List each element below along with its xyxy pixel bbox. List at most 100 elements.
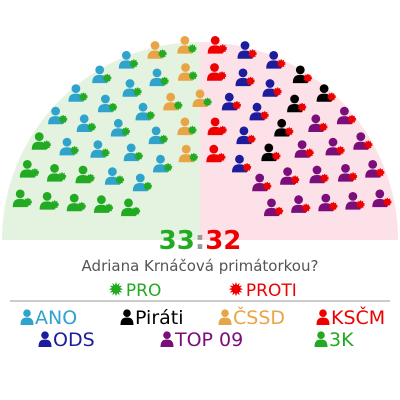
legend-label-ods: ODS	[53, 329, 95, 351]
legend-item-top09: TOP 09	[160, 328, 243, 352]
proti-vote-mark	[304, 75, 311, 82]
pro-vote-mark	[122, 128, 129, 135]
proti-vote-mark	[247, 78, 254, 85]
pro-vote-mark	[204, 99, 211, 106]
parliament-chart	[0, 0, 400, 240]
score-pro: 33	[159, 226, 195, 256]
person-icon	[20, 307, 34, 323]
proti-vote-mark	[274, 88, 281, 95]
proti-vote-mark	[286, 128, 293, 135]
score-proti: 32	[205, 226, 241, 256]
proti-vote-mark	[244, 164, 251, 171]
pro-vote-mark	[102, 149, 109, 156]
vote-legend: ✹ PRO ✹ PROTI	[0, 278, 400, 302]
proti-vote-mark	[328, 93, 335, 100]
pro-vote-mark	[189, 127, 196, 134]
proti-vote-mark	[219, 72, 226, 79]
proti-vote-mark	[365, 141, 372, 148]
person-icon	[38, 329, 52, 345]
proti-vote-mark	[249, 50, 256, 57]
person-icon	[218, 307, 232, 323]
pro-vote-mark	[165, 164, 172, 171]
proti-vote-mark	[261, 112, 268, 119]
pro-vote-mark	[130, 60, 137, 67]
proti-vote-mark	[320, 124, 327, 131]
legend-label-ano: ANO	[35, 307, 77, 329]
proti-vote-mark	[299, 104, 306, 111]
pro-vote-mark	[80, 93, 87, 100]
pro-vote-mark	[43, 141, 50, 148]
proti-vote-mark	[273, 153, 280, 160]
legend-item-cssd: ČSSD	[218, 306, 285, 330]
proti-vote-mark	[357, 201, 364, 208]
proti-vote-mark	[218, 154, 225, 161]
proti-vote-mark	[321, 175, 328, 182]
proti-vote-mark	[276, 208, 283, 215]
proti-vote-mark	[384, 199, 391, 206]
proti-star-icon: ✹	[228, 279, 244, 301]
pro-vote-mark	[59, 173, 66, 180]
pro-vote-mark	[31, 169, 38, 176]
pro-star-icon: ✹	[108, 279, 124, 301]
proti-vote-mark	[248, 136, 255, 143]
proti-vote-mark	[292, 176, 299, 183]
proti-vote-mark	[219, 127, 226, 134]
vote-legend-pro-label: PRO	[126, 281, 161, 301]
pro-vote-mark	[190, 154, 197, 161]
pro-vote-mark	[106, 205, 113, 212]
legend-label-top09: TOP 09	[175, 329, 243, 351]
proti-vote-mark	[330, 203, 337, 210]
vote-score: 33:32	[0, 226, 400, 256]
vote-legend-proti-label: PROTI	[246, 281, 297, 301]
pro-vote-mark	[60, 116, 67, 123]
legend-item-ano: ANO	[20, 306, 77, 330]
person-icon	[120, 307, 134, 323]
pro-vote-mark	[144, 183, 151, 190]
pro-vote-mark	[88, 124, 95, 131]
proti-vote-mark	[349, 116, 356, 123]
pro-vote-mark	[160, 136, 167, 143]
proti-vote-mark	[233, 102, 240, 109]
pro-vote-mark	[147, 112, 154, 119]
pro-vote-mark	[135, 153, 142, 160]
pro-vote-mark	[51, 201, 58, 208]
person-icon	[314, 329, 328, 345]
pro-vote-mark	[110, 104, 117, 111]
person-icon	[316, 307, 330, 323]
pro-vote-mark	[189, 45, 196, 52]
party-legend: ANO Piráti ČSSD KSČM ODS TOP 09 3K	[0, 306, 400, 356]
pro-vote-mark	[78, 203, 85, 210]
vote-question: Adriana Krnáčová primátorkou?	[0, 256, 400, 276]
pro-vote-mark	[87, 175, 94, 182]
pro-vote-mark	[161, 78, 168, 85]
proti-vote-mark	[337, 147, 344, 154]
pro-vote-mark	[175, 102, 182, 109]
pro-vote-mark	[134, 88, 141, 95]
proti-vote-mark	[278, 60, 285, 67]
chamber-background	[2, 42, 398, 240]
pro-vote-mark	[24, 199, 31, 206]
proti-vote-mark	[377, 169, 384, 176]
proti-vote-mark	[306, 149, 313, 156]
pro-vote-mark	[133, 208, 140, 215]
divider	[10, 300, 390, 302]
legend-label-3k: 3K	[329, 329, 354, 351]
score-separator: :	[195, 226, 205, 256]
legend-label-cssd: ČSSD	[233, 307, 285, 329]
legend-label-pirati: Piráti	[135, 307, 184, 329]
proti-vote-mark	[264, 183, 271, 190]
legend-item-pirati: Piráti	[120, 306, 184, 330]
proti-vote-mark	[303, 205, 310, 212]
legend-label-kscm: KSČM	[331, 307, 385, 329]
legend-item-3k: 3K	[314, 328, 354, 352]
legend-item-kscm: KSČM	[316, 306, 385, 330]
pro-vote-mark	[190, 72, 197, 79]
person-icon	[160, 329, 174, 345]
pro-vote-mark	[104, 75, 111, 82]
proti-vote-mark	[219, 45, 226, 52]
proti-vote-mark	[350, 173, 357, 180]
pro-vote-mark	[117, 176, 124, 183]
pro-vote-mark	[71, 147, 78, 154]
legend-item-ods: ODS	[38, 328, 95, 352]
pro-vote-mark	[159, 50, 166, 57]
